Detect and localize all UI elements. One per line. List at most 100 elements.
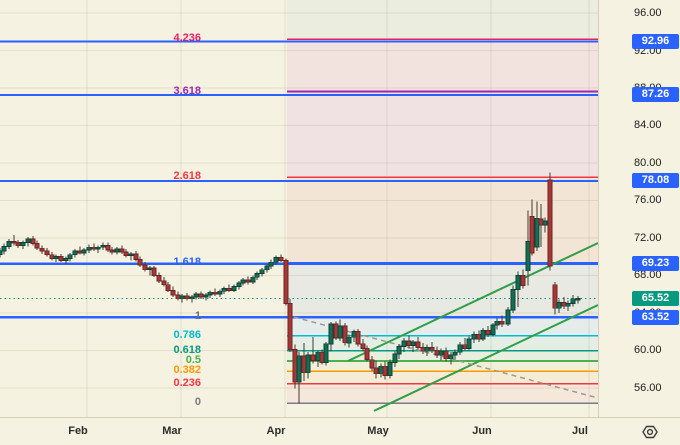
time-axis[interactable]: Feb Mar Apr May Jun Jul — [0, 417, 680, 445]
candle-body — [346, 336, 352, 344]
candle-body — [119, 248, 125, 253]
candle-body — [561, 302, 567, 307]
candle-body — [575, 298, 581, 301]
candle-body — [133, 253, 139, 260]
candle-body — [58, 256, 64, 261]
time-axis-month-label: Jul — [572, 425, 588, 437]
candle-body — [67, 254, 73, 259]
candle-body — [342, 325, 348, 344]
candle-body — [510, 288, 516, 311]
trend-line-channel-lower[interactable] — [373, 304, 598, 412]
candle-body — [438, 350, 444, 356]
candle-body — [283, 259, 289, 304]
candle-body — [534, 217, 540, 248]
candle-body — [217, 290, 223, 295]
candle-body — [351, 331, 357, 338]
candle-body — [240, 279, 246, 284]
candle-body — [156, 274, 162, 282]
price-axis-tick: 72.00 — [634, 231, 662, 244]
candle-body — [378, 365, 384, 375]
price-axis-tick: 56.00 — [634, 381, 662, 394]
fib-band — [287, 39, 598, 92]
candle-body — [565, 303, 571, 307]
candle-body — [179, 295, 185, 300]
candle-body — [212, 291, 218, 295]
candle-body — [123, 251, 129, 257]
price-axis-tick: 76.00 — [634, 194, 662, 207]
candle-body — [105, 244, 111, 251]
candle-body — [0, 250, 3, 256]
candle-body — [175, 294, 181, 300]
fib-band — [287, 383, 598, 404]
candle-body — [499, 320, 505, 325]
candle-body — [301, 355, 307, 374]
candle-body — [193, 293, 199, 298]
candle-body — [114, 248, 120, 253]
price-line-badge: 63.52 — [632, 309, 679, 325]
candle-body — [15, 242, 21, 246]
candle-body — [406, 340, 412, 347]
time-axis-settings-gear-icon[interactable] — [640, 422, 660, 442]
price-line-badge: 78.08 — [632, 173, 679, 189]
price-axis-tick: 60.00 — [634, 344, 662, 357]
price-chart-canvas[interactable] — [0, 0, 598, 417]
candle-body — [515, 274, 521, 290]
candle-body — [161, 280, 167, 286]
candle-body — [34, 243, 40, 249]
candle-body — [443, 350, 449, 360]
candle-body — [95, 246, 101, 250]
candle-body — [373, 367, 379, 375]
candle-body — [221, 288, 227, 292]
candle-body — [72, 250, 78, 256]
candle-body — [570, 298, 576, 304]
candle-body — [250, 276, 256, 283]
price-line-badge: 92.96 — [632, 34, 679, 49]
fib-band — [287, 317, 598, 336]
candle-body — [100, 244, 106, 248]
price-axis-tick: 80.00 — [634, 156, 662, 169]
candle-body — [520, 274, 526, 287]
candle-body — [387, 362, 393, 377]
candle-body — [287, 303, 293, 350]
time-axis-month-label: Jun — [472, 425, 492, 437]
price-axis-tick: 84.00 — [634, 119, 662, 132]
candle-body — [448, 354, 454, 360]
fib-band — [287, 361, 598, 372]
trend-line-channel-upper[interactable] — [347, 242, 598, 362]
candle-body — [337, 325, 343, 339]
candle-body — [355, 331, 361, 345]
candle-body — [170, 289, 176, 296]
last-price-badge: 65.52 — [632, 291, 679, 307]
candle-body — [429, 347, 435, 351]
candle-body — [310, 354, 316, 362]
candle-body — [490, 324, 496, 335]
candle-body — [538, 218, 544, 226]
price-axis-tick: 96.00 — [634, 7, 662, 19]
candle-body — [542, 220, 548, 226]
candle-body — [296, 355, 302, 383]
candle-body — [11, 241, 17, 244]
candle-body — [401, 340, 407, 348]
candle-body — [151, 267, 157, 276]
candle-body — [165, 284, 171, 291]
candle-body — [20, 242, 26, 246]
candle-body — [128, 253, 134, 257]
candle-body — [259, 269, 265, 274]
price-axis-tick: 68.00 — [634, 269, 662, 282]
time-axis-month-label: Apr — [266, 425, 286, 437]
time-axis-month-label: Mar — [162, 425, 182, 437]
fib-band — [287, 263, 598, 318]
price-line-badge: 69.23 — [632, 256, 679, 272]
candle-body — [198, 293, 204, 298]
candle-body — [364, 347, 370, 361]
candle-body — [189, 296, 195, 300]
candle-body — [142, 264, 148, 271]
candle-body — [30, 238, 36, 244]
candle-body — [147, 267, 153, 271]
price-axis[interactable]: 96.0092.0088.0084.0080.0076.0072.0068.00… — [598, 0, 680, 417]
candle-body — [529, 215, 535, 254]
candle-body — [525, 241, 531, 272]
candle-body — [1, 245, 7, 252]
candle-body — [49, 254, 55, 259]
